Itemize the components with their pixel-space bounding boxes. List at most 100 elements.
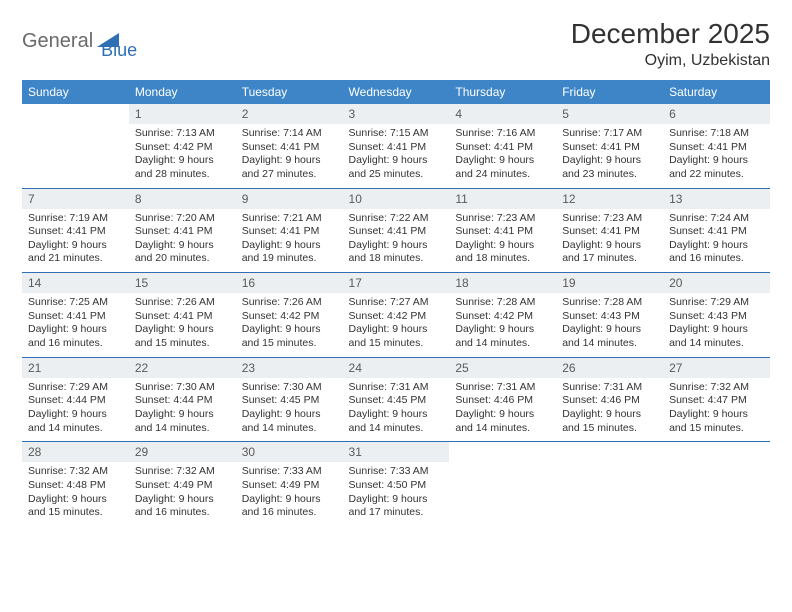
sunset-line: Sunset: 4:50 PM <box>349 479 444 493</box>
sunset-line: Sunset: 4:41 PM <box>455 225 550 239</box>
daylight-line: Daylight: 9 hours and 16 minutes. <box>669 239 764 266</box>
day-body <box>663 448 770 506</box>
day-body: Sunrise: 7:31 AMSunset: 4:46 PMDaylight:… <box>556 378 663 442</box>
calendar-week-row: 21Sunrise: 7:29 AMSunset: 4:44 PMDayligh… <box>22 357 770 442</box>
sunrise-line: Sunrise: 7:21 AM <box>242 212 337 226</box>
calendar-day-cell: 27Sunrise: 7:32 AMSunset: 4:47 PMDayligh… <box>663 357 770 442</box>
daylight-line: Daylight: 9 hours and 21 minutes. <box>28 239 123 266</box>
sunrise-line: Sunrise: 7:26 AM <box>135 296 230 310</box>
sunset-line: Sunset: 4:41 PM <box>455 141 550 155</box>
sunrise-line: Sunrise: 7:32 AM <box>28 465 123 479</box>
sunset-line: Sunset: 4:41 PM <box>349 225 444 239</box>
sunset-line: Sunset: 4:42 PM <box>455 310 550 324</box>
daylight-line: Daylight: 9 hours and 14 minutes. <box>242 408 337 435</box>
daylight-line: Daylight: 9 hours and 14 minutes. <box>135 408 230 435</box>
daylight-line: Daylight: 9 hours and 15 minutes. <box>242 323 337 350</box>
sunset-line: Sunset: 4:45 PM <box>242 394 337 408</box>
sunset-line: Sunset: 4:42 PM <box>242 310 337 324</box>
day-body: Sunrise: 7:29 AMSunset: 4:44 PMDaylight:… <box>22 378 129 442</box>
calendar-day-cell: 4Sunrise: 7:16 AMSunset: 4:41 PMDaylight… <box>449 104 556 188</box>
day-body: Sunrise: 7:15 AMSunset: 4:41 PMDaylight:… <box>343 124 450 188</box>
sunset-line: Sunset: 4:46 PM <box>455 394 550 408</box>
day-body: Sunrise: 7:31 AMSunset: 4:45 PMDaylight:… <box>343 378 450 442</box>
day-body: Sunrise: 7:24 AMSunset: 4:41 PMDaylight:… <box>663 209 770 273</box>
calendar-day-cell: 30Sunrise: 7:33 AMSunset: 4:49 PMDayligh… <box>236 442 343 526</box>
day-number: 27 <box>663 358 770 378</box>
day-number: 2 <box>236 104 343 124</box>
day-body: Sunrise: 7:31 AMSunset: 4:46 PMDaylight:… <box>449 378 556 442</box>
sunrise-line: Sunrise: 7:17 AM <box>562 127 657 141</box>
sunset-line: Sunset: 4:44 PM <box>135 394 230 408</box>
day-body <box>556 448 663 506</box>
day-number: 25 <box>449 358 556 378</box>
day-number: 14 <box>22 273 129 293</box>
day-body: Sunrise: 7:26 AMSunset: 4:42 PMDaylight:… <box>236 293 343 357</box>
header: General Blue December 2025 Oyim, Uzbekis… <box>22 18 770 70</box>
sunset-line: Sunset: 4:41 PM <box>135 225 230 239</box>
day-number: 19 <box>556 273 663 293</box>
day-body: Sunrise: 7:21 AMSunset: 4:41 PMDaylight:… <box>236 209 343 273</box>
logo: General Blue <box>22 22 137 61</box>
calendar-day-cell: 26Sunrise: 7:31 AMSunset: 4:46 PMDayligh… <box>556 357 663 442</box>
calendar-day-cell: 14Sunrise: 7:25 AMSunset: 4:41 PMDayligh… <box>22 273 129 358</box>
sunset-line: Sunset: 4:43 PM <box>669 310 764 324</box>
logo-text-general: General <box>22 30 93 53</box>
sunset-line: Sunset: 4:41 PM <box>562 141 657 155</box>
daylight-line: Daylight: 9 hours and 27 minutes. <box>242 154 337 181</box>
day-body: Sunrise: 7:30 AMSunset: 4:44 PMDaylight:… <box>129 378 236 442</box>
weekday-header: Tuesday <box>236 80 343 104</box>
sunset-line: Sunset: 4:41 PM <box>242 141 337 155</box>
day-number: 18 <box>449 273 556 293</box>
day-body: Sunrise: 7:33 AMSunset: 4:50 PMDaylight:… <box>343 462 450 526</box>
day-number: 28 <box>22 442 129 462</box>
calendar-week-row: 14Sunrise: 7:25 AMSunset: 4:41 PMDayligh… <box>22 273 770 358</box>
day-body: Sunrise: 7:27 AMSunset: 4:42 PMDaylight:… <box>343 293 450 357</box>
sunrise-line: Sunrise: 7:30 AM <box>135 381 230 395</box>
daylight-line: Daylight: 9 hours and 28 minutes. <box>135 154 230 181</box>
daylight-line: Daylight: 9 hours and 15 minutes. <box>349 323 444 350</box>
calendar-day-cell: 24Sunrise: 7:31 AMSunset: 4:45 PMDayligh… <box>343 357 450 442</box>
day-number: 20 <box>663 273 770 293</box>
sunrise-line: Sunrise: 7:32 AM <box>135 465 230 479</box>
calendar-day-cell: 18Sunrise: 7:28 AMSunset: 4:42 PMDayligh… <box>449 273 556 358</box>
sunrise-line: Sunrise: 7:26 AM <box>242 296 337 310</box>
day-number: 4 <box>449 104 556 124</box>
day-body: Sunrise: 7:19 AMSunset: 4:41 PMDaylight:… <box>22 209 129 273</box>
weekday-header: Friday <box>556 80 663 104</box>
sunset-line: Sunset: 4:43 PM <box>562 310 657 324</box>
sunrise-line: Sunrise: 7:27 AM <box>349 296 444 310</box>
calendar-day-cell: 19Sunrise: 7:28 AMSunset: 4:43 PMDayligh… <box>556 273 663 358</box>
day-body: Sunrise: 7:23 AMSunset: 4:41 PMDaylight:… <box>449 209 556 273</box>
day-body: Sunrise: 7:28 AMSunset: 4:43 PMDaylight:… <box>556 293 663 357</box>
calendar-day-cell: 31Sunrise: 7:33 AMSunset: 4:50 PMDayligh… <box>343 442 450 526</box>
sunrise-line: Sunrise: 7:16 AM <box>455 127 550 141</box>
day-number: 9 <box>236 189 343 209</box>
calendar-day-cell: 22Sunrise: 7:30 AMSunset: 4:44 PMDayligh… <box>129 357 236 442</box>
day-number: 24 <box>343 358 450 378</box>
daylight-line: Daylight: 9 hours and 14 minutes. <box>562 323 657 350</box>
calendar-day-cell: 17Sunrise: 7:27 AMSunset: 4:42 PMDayligh… <box>343 273 450 358</box>
day-number: 1 <box>129 104 236 124</box>
sunrise-line: Sunrise: 7:20 AM <box>135 212 230 226</box>
sunrise-line: Sunrise: 7:18 AM <box>669 127 764 141</box>
daylight-line: Daylight: 9 hours and 15 minutes. <box>28 493 123 520</box>
daylight-line: Daylight: 9 hours and 14 minutes. <box>455 408 550 435</box>
sunrise-line: Sunrise: 7:23 AM <box>562 212 657 226</box>
day-body: Sunrise: 7:17 AMSunset: 4:41 PMDaylight:… <box>556 124 663 188</box>
sunset-line: Sunset: 4:41 PM <box>28 225 123 239</box>
sunrise-line: Sunrise: 7:33 AM <box>242 465 337 479</box>
sunset-line: Sunset: 4:41 PM <box>669 141 764 155</box>
day-number: 30 <box>236 442 343 462</box>
daylight-line: Daylight: 9 hours and 16 minutes. <box>135 493 230 520</box>
sunrise-line: Sunrise: 7:23 AM <box>455 212 550 226</box>
daylight-line: Daylight: 9 hours and 14 minutes. <box>28 408 123 435</box>
day-number: 8 <box>129 189 236 209</box>
calendar-week-row: 28Sunrise: 7:32 AMSunset: 4:48 PMDayligh… <box>22 442 770 526</box>
sunset-line: Sunset: 4:44 PM <box>28 394 123 408</box>
daylight-line: Daylight: 9 hours and 16 minutes. <box>28 323 123 350</box>
sunrise-line: Sunrise: 7:33 AM <box>349 465 444 479</box>
calendar-day-cell: 10Sunrise: 7:22 AMSunset: 4:41 PMDayligh… <box>343 188 450 273</box>
calendar-day-cell: 7Sunrise: 7:19 AMSunset: 4:41 PMDaylight… <box>22 188 129 273</box>
sunrise-line: Sunrise: 7:29 AM <box>669 296 764 310</box>
sunset-line: Sunset: 4:47 PM <box>669 394 764 408</box>
